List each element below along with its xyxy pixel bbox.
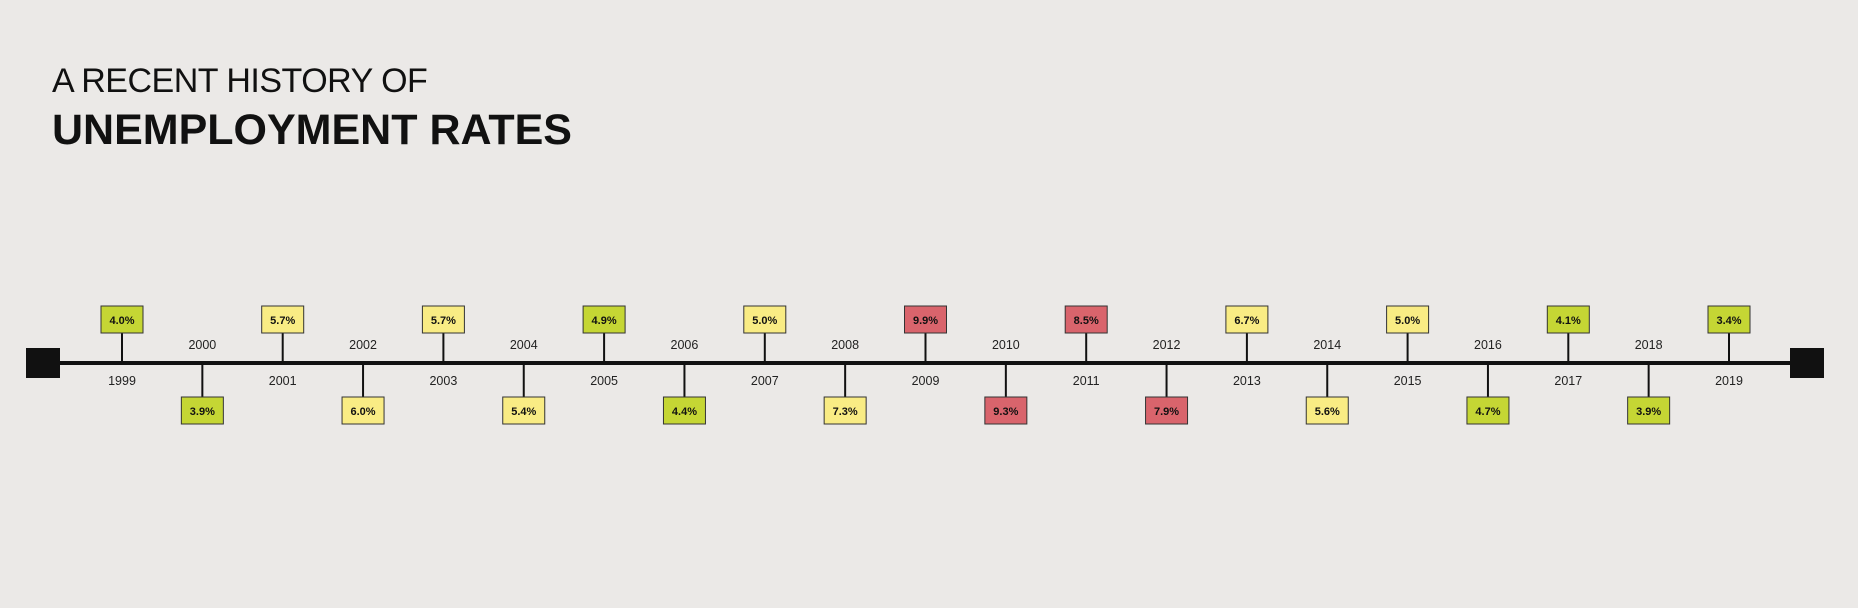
rate-box	[261, 305, 305, 334]
timeline-entry-2001: 5.7% 2001	[261, 305, 305, 388]
timeline-entry-2012: 7.9% 2012	[1145, 338, 1189, 425]
rate-label: 4.4%	[672, 406, 697, 418]
year-label: 2011	[1073, 374, 1100, 388]
rate-box	[582, 305, 626, 334]
rate-label: 4.1%	[1556, 315, 1581, 327]
rate-box	[904, 305, 947, 334]
rate-box	[1386, 305, 1430, 334]
year-label: 2018	[1635, 338, 1663, 352]
year-label: 1999	[108, 374, 136, 388]
rate-box	[1627, 396, 1671, 425]
year-label: 2007	[751, 374, 779, 388]
rate-box	[1466, 396, 1510, 425]
year-label: 2014	[1313, 338, 1341, 352]
rate-box	[180, 396, 224, 425]
timeline-end-cap	[1790, 348, 1824, 378]
timeline-entry-2003: 5.7% 2003	[421, 305, 465, 388]
year-label: 2016	[1474, 338, 1502, 352]
year-label: 2008	[831, 338, 859, 352]
year-label: 2003	[429, 374, 457, 388]
year-label: 2012	[1153, 338, 1181, 352]
timeline-entry-2011: 8.5% 2011	[1064, 305, 1108, 388]
rate-box	[1145, 396, 1189, 425]
rate-label: 6.7%	[1234, 315, 1259, 327]
timeline-entry-2015: 5.0% 2015	[1386, 305, 1430, 388]
rate-box	[1064, 305, 1108, 334]
timeline-entry-2007: 5.0% 2007	[743, 305, 787, 388]
rate-label: 5.6%	[1315, 406, 1340, 418]
timeline-entry-2010: 9.3% 2010	[984, 338, 1028, 425]
rate-box	[502, 396, 546, 425]
timeline-entry-2009: 9.9% 2009	[904, 305, 947, 388]
rate-box	[1707, 305, 1751, 334]
rate-label: 3.4%	[1716, 315, 1741, 327]
timeline-entry-2005: 4.9% 2005	[582, 305, 626, 388]
rate-label: 5.7%	[431, 315, 456, 327]
rate-label: 3.9%	[1636, 406, 1661, 418]
title-line2: UNEMPLOYMENT RATES	[52, 106, 572, 154]
rate-box	[662, 396, 706, 425]
timeline-entry-2018: 3.9% 2018	[1627, 338, 1671, 425]
rate-box	[421, 305, 465, 334]
year-label: 2019	[1715, 374, 1743, 388]
timeline-entry-2014: 5.6% 2014	[1305, 338, 1349, 425]
rate-label: 8.5%	[1074, 315, 1099, 327]
rate-box	[1225, 305, 1269, 334]
title-line1: A RECENT HISTORY OF	[52, 62, 428, 100]
rate-label: 4.9%	[592, 315, 617, 327]
rate-label: 5.4%	[511, 406, 536, 418]
timeline-entry-2017: 4.1% 2017	[1546, 305, 1590, 388]
timeline-entry-2002: 6.0% 2002	[341, 338, 385, 425]
timeline-start-cap	[26, 348, 60, 378]
rate-box	[823, 396, 867, 425]
year-label: 2005	[590, 374, 618, 388]
rate-box	[984, 396, 1028, 425]
rate-label: 9.3%	[993, 406, 1018, 418]
rate-label: 9.9%	[913, 315, 938, 327]
rate-label: 5.7%	[270, 315, 295, 327]
rate-label: 7.9%	[1154, 406, 1179, 418]
timeline-entry-2006: 4.4% 2006	[662, 338, 706, 425]
year-label: 2013	[1233, 374, 1261, 388]
year-label: 2002	[349, 338, 377, 352]
timeline-entries: 4.0% 1999 3.9% 2000 5.7% 2001 6.0% 2002 5.7% 2003…	[100, 305, 1751, 425]
timeline-entry-2013: 6.7% 2013	[1225, 305, 1269, 388]
rate-label: 4.7%	[1475, 406, 1500, 418]
year-label: 2017	[1554, 374, 1582, 388]
year-label: 2015	[1394, 374, 1422, 388]
rate-label: 6.0%	[351, 406, 376, 418]
timeline-entry-2008: 7.3% 2008	[823, 338, 867, 425]
rate-label: 7.3%	[833, 406, 858, 418]
rate-label: 5.0%	[752, 315, 777, 327]
rate-box	[743, 305, 787, 334]
year-label: 2006	[671, 338, 699, 352]
timeline-entry-2016: 4.7% 2016	[1466, 338, 1510, 425]
year-label: 2001	[269, 374, 297, 388]
year-label: 2004	[510, 338, 538, 352]
timeline-entry-2004: 5.4% 2004	[502, 338, 546, 425]
rate-label: 5.0%	[1395, 315, 1420, 327]
rate-box	[341, 396, 385, 425]
rate-label: 3.9%	[190, 406, 215, 418]
rate-box	[1305, 396, 1349, 425]
year-label: 2000	[188, 338, 216, 352]
year-label: 2009	[912, 374, 940, 388]
timeline-entry-1999: 4.0% 1999	[100, 305, 144, 388]
rate-box	[100, 305, 144, 334]
rate-box	[1546, 305, 1590, 334]
timeline-entry-2000: 3.9% 2000	[180, 338, 224, 425]
rate-label: 4.0%	[109, 315, 134, 327]
timeline-entry-2019: 3.4% 2019	[1707, 305, 1751, 388]
year-label: 2010	[992, 338, 1020, 352]
